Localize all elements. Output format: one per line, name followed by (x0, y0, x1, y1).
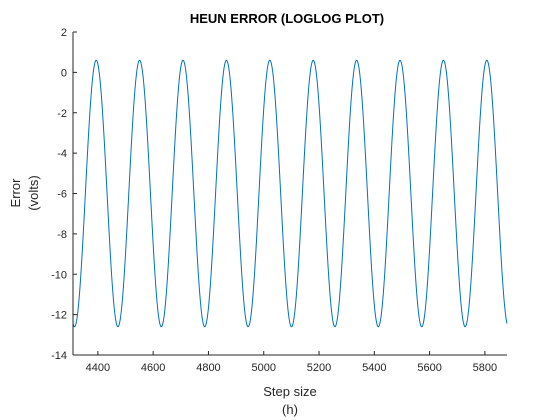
axes-layer (72, 31, 507, 356)
x-tick-label: 5600 (417, 362, 441, 374)
x-axis-label-line-1: Step size (263, 384, 316, 399)
x-tick-label: 5000 (251, 362, 275, 374)
x-tick-label: 5800 (473, 362, 497, 374)
y-axis-label-line-1: Error (8, 178, 23, 208)
y-axis-label-line-2: (volts) (26, 175, 41, 210)
plot-area (73, 32, 507, 355)
y-tick-label: -12 (51, 310, 67, 322)
x-tick-labels: 4400 4600 4800 5000 5200 5400 5600 5800 (86, 362, 497, 374)
x-tick-label: 4600 (141, 362, 165, 374)
x-tick-label: 5200 (307, 362, 331, 374)
x-tick-label: 5400 (362, 362, 386, 374)
y-tick-label: -4 (57, 148, 67, 160)
x-tick-label: 4800 (196, 362, 220, 374)
y-tick-label: 0 (61, 67, 67, 79)
y-tick-labels: -14 -12 -10 -8 -6 -4 -2 0 2 (51, 27, 67, 362)
series-line-0 (72, 59, 508, 328)
y-tick-label: -2 (57, 108, 67, 120)
series-layer (72, 59, 508, 328)
y-tick-label: 2 (61, 27, 67, 39)
y-tick-label: -14 (51, 350, 67, 362)
chart-title: HEUN ERROR (LOGLOG PLOT) (190, 11, 384, 26)
y-tick-label: -6 (57, 189, 67, 201)
y-tick-label: -10 (51, 269, 67, 281)
y-tick-label: -8 (57, 229, 67, 241)
x-tick-label: 4400 (86, 362, 110, 374)
x-axis-label-line-2: (h) (282, 402, 298, 417)
